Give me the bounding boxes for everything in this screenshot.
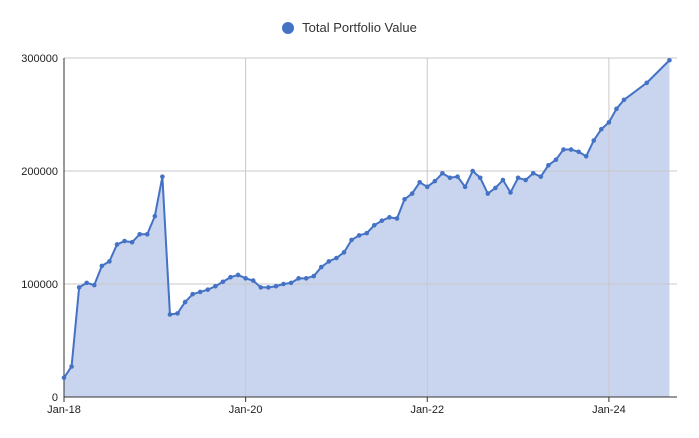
data-point xyxy=(538,174,544,179)
data-point xyxy=(644,80,650,86)
data-point xyxy=(175,311,180,316)
data-point xyxy=(197,289,203,295)
data-point xyxy=(409,191,415,196)
data-point xyxy=(137,231,142,237)
data-point xyxy=(319,264,324,270)
data-point xyxy=(190,291,195,297)
series-area-fill xyxy=(64,60,670,397)
data-point xyxy=(500,177,506,183)
data-point xyxy=(349,237,354,243)
data-point xyxy=(296,276,301,281)
data-point xyxy=(61,375,67,381)
data-point xyxy=(515,175,521,181)
data-point xyxy=(228,274,233,280)
y-tick-label: 200000 xyxy=(21,166,58,178)
data-point xyxy=(266,285,271,290)
data-point xyxy=(606,120,612,125)
legend-swatch-icon xyxy=(282,21,295,34)
data-point xyxy=(364,230,370,236)
data-point xyxy=(220,279,226,285)
data-point xyxy=(394,216,400,221)
data-point xyxy=(614,106,619,112)
data-point xyxy=(250,278,256,283)
data-point xyxy=(311,273,317,279)
data-point xyxy=(447,175,453,181)
data-point xyxy=(281,281,286,287)
x-tick-label: Jan-18 xyxy=(47,404,81,416)
data-point xyxy=(144,231,150,237)
data-point xyxy=(371,222,377,228)
data-point xyxy=(84,280,89,286)
data-point xyxy=(356,233,362,238)
data-point xyxy=(508,190,513,195)
legend-label: Total Portfolio Value xyxy=(302,20,417,35)
data-point xyxy=(152,213,158,219)
x-tick-label: Jan-24 xyxy=(592,404,626,416)
data-point xyxy=(334,255,339,261)
data-point xyxy=(76,285,82,290)
data-point xyxy=(546,163,551,168)
data-point xyxy=(167,312,173,317)
data-point xyxy=(303,276,309,281)
data-point xyxy=(387,215,392,220)
data-point xyxy=(432,178,438,184)
y-tick-label: 100000 xyxy=(21,279,58,291)
data-point xyxy=(485,191,491,196)
data-point xyxy=(470,168,475,174)
data-point xyxy=(341,250,347,255)
data-point xyxy=(273,283,279,289)
data-point xyxy=(599,126,604,132)
chart-legend: Total Portfolio Value xyxy=(0,20,699,35)
data-point xyxy=(129,239,135,245)
x-tick-label: Jan-20 xyxy=(229,404,263,416)
data-point xyxy=(91,282,97,288)
data-point xyxy=(99,263,105,269)
y-tick-label: 300000 xyxy=(21,53,58,65)
data-point xyxy=(288,280,294,286)
data-point xyxy=(213,283,218,289)
data-point xyxy=(667,57,672,63)
data-point xyxy=(462,184,468,190)
data-point xyxy=(424,184,430,190)
data-point xyxy=(576,149,581,155)
data-point xyxy=(114,242,120,247)
data-point xyxy=(530,170,536,176)
data-point xyxy=(235,272,241,278)
data-point xyxy=(258,285,264,290)
data-point xyxy=(243,276,248,281)
data-point xyxy=(402,196,407,202)
y-tick-label: 0 xyxy=(52,392,58,404)
data-point xyxy=(417,180,422,185)
data-point xyxy=(477,175,483,181)
data-point xyxy=(379,218,385,224)
data-point xyxy=(440,170,445,176)
data-point xyxy=(182,299,188,305)
data-point xyxy=(107,259,112,264)
data-point xyxy=(69,364,74,369)
data-point xyxy=(205,287,211,292)
data-point xyxy=(553,157,559,162)
data-point xyxy=(583,154,589,159)
data-point xyxy=(591,138,597,143)
data-point xyxy=(568,147,574,152)
data-point xyxy=(561,147,566,152)
data-point xyxy=(122,238,127,244)
data-point xyxy=(493,185,498,191)
data-point xyxy=(326,259,332,264)
data-point xyxy=(523,177,528,183)
data-point xyxy=(621,97,627,103)
data-point xyxy=(455,174,460,179)
data-point xyxy=(160,174,165,179)
x-tick-label: Jan-22 xyxy=(410,404,444,416)
